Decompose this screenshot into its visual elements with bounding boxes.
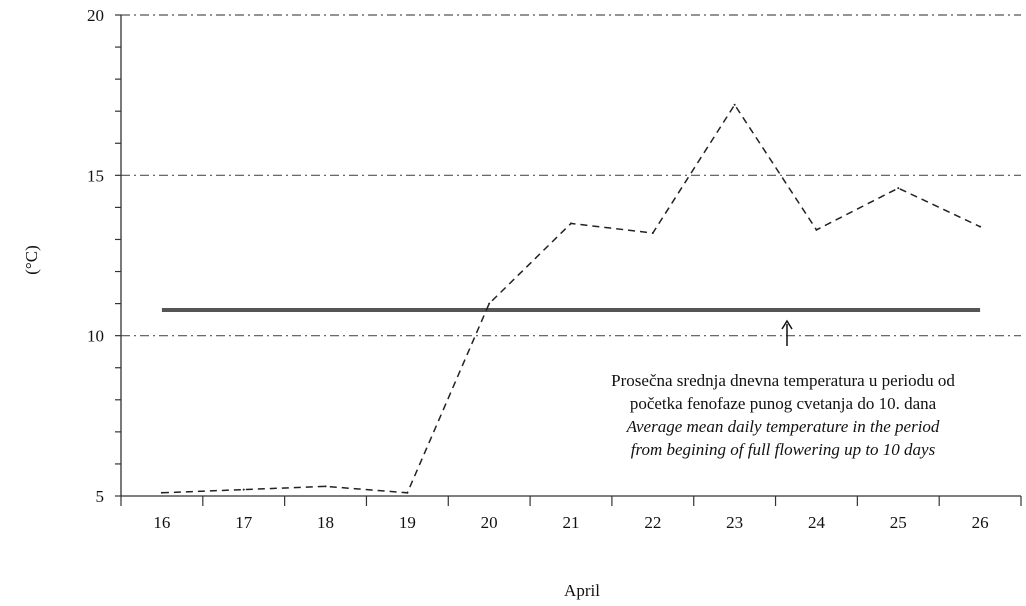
data-point [570, 222, 572, 225]
x-tick-label: 20 [481, 513, 498, 532]
data-point [897, 187, 900, 190]
annotation-line-4: from begining of full flowering up to 10… [630, 440, 936, 459]
x-tick-label: 16 [153, 513, 170, 532]
data-point [488, 302, 491, 305]
x-tick-label: 25 [890, 513, 907, 532]
y-tick-label: 10 [87, 327, 104, 346]
y-tick-label: 15 [87, 166, 104, 185]
x-tick-label: 19 [399, 513, 416, 532]
data-point [242, 488, 245, 491]
axes [115, 14, 1022, 506]
y-tick-label: 20 [87, 6, 104, 25]
y-tick-label: 5 [96, 487, 105, 506]
x-tick-label: 21 [563, 513, 580, 532]
tick-labels: 5 10 15 20 16 17 18 19 20 21 22 23 24 25 26 [87, 6, 989, 532]
data-point [815, 228, 818, 231]
reference-line-annotation: Prosečna srednja dnevna temperatura u pe… [548, 369, 1018, 461]
y-axis-title: (°C) [22, 245, 41, 274]
annotation-line-1: Prosečna srednja dnevna temperatura u pe… [611, 371, 955, 390]
x-tick-label: 17 [235, 513, 253, 532]
data-point [651, 232, 654, 235]
x-tick-label: 18 [317, 513, 334, 532]
annotation-arrow [781, 319, 793, 346]
data-point [160, 491, 163, 494]
series-group [160, 103, 982, 494]
annotation-line-2: početka fenofaze punog cvetanja do 10. d… [629, 394, 937, 413]
data-point [406, 491, 409, 494]
x-axis-title: April [564, 581, 600, 600]
data-point [979, 225, 982, 228]
gridlines [121, 14, 1021, 337]
x-tick-label: 22 [644, 513, 661, 532]
data-point [733, 103, 736, 106]
data-point [324, 485, 327, 488]
x-tick-label: 24 [808, 513, 826, 532]
x-tick-label: 26 [972, 513, 989, 532]
annotation-line-3: Average mean daily temperature in the pe… [626, 417, 940, 436]
x-tick-label: 23 [726, 513, 743, 532]
